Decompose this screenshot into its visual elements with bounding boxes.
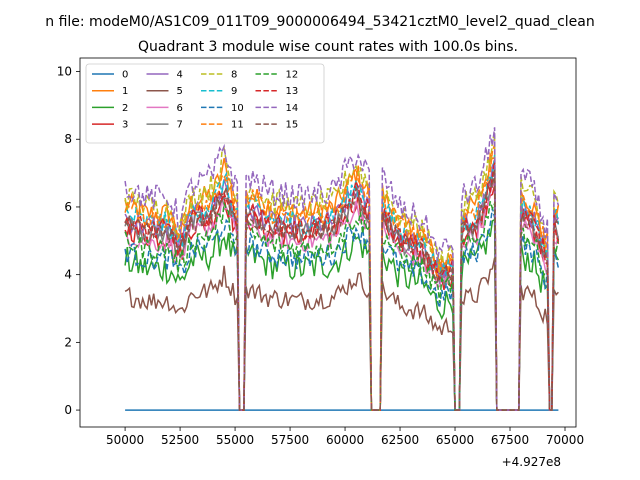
x-tick-label: 50000: [106, 433, 144, 447]
series-line-14: [124, 127, 560, 411]
legend-label-5: 5: [177, 86, 183, 97]
legend-label-7: 7: [177, 120, 183, 131]
legend-label-2: 2: [122, 103, 128, 114]
axes: 50000 52500 55000 57500 60000 62500 65000 67500…: [57, 57, 584, 447]
chart-title: Quadrant 3 module wise count rates with …: [138, 39, 518, 55]
series-line-15: [124, 169, 560, 411]
y-tick-label: 10: [57, 65, 72, 79]
legend-label-6: 6: [177, 103, 183, 114]
legend-label-3: 3: [122, 120, 128, 131]
legend-box: [85, 63, 325, 144]
y-tick-label: 4: [64, 268, 72, 282]
y-tick-label: 6: [64, 200, 72, 214]
series-line-5: [124, 257, 559, 411]
series-lines: [124, 127, 560, 411]
x-tick-label: 52500: [161, 433, 199, 447]
x-tick-label: 67500: [491, 433, 529, 447]
legend-label-8: 8: [231, 70, 237, 81]
x-offset-label: +4.927e8: [502, 455, 561, 469]
y-tick-label: 0: [64, 403, 72, 417]
series-line-11: [124, 144, 560, 411]
x-tick-label: 65000: [436, 433, 474, 447]
x-tick-label: 70000: [546, 433, 584, 447]
legend-label-0: 0: [122, 70, 128, 81]
x-tick-label: 62500: [381, 433, 419, 447]
legend-label-1: 1: [122, 86, 128, 97]
legend-label-4: 4: [177, 70, 183, 81]
y-tick-label: 2: [64, 335, 72, 349]
plot-frame: [79, 57, 577, 428]
legend-label-9: 9: [231, 86, 237, 97]
y-tick-label: 8: [64, 132, 72, 146]
figure-suptitle: n file: modeM0/AS1C09_011T09_9000006494_…: [45, 14, 594, 30]
legend-label-10: 10: [231, 103, 244, 114]
x-tick-label: 57500: [271, 433, 309, 447]
series-line-12: [124, 200, 560, 411]
x-tick-label: 55000: [216, 433, 254, 447]
series-line-13: [124, 159, 560, 411]
x-tick-label: 60000: [326, 433, 364, 447]
legend-label-12: 12: [286, 70, 299, 81]
legend-label-11: 11: [231, 120, 244, 131]
legend-label-15: 15: [286, 120, 299, 131]
legend-label-14: 14: [286, 103, 299, 114]
legend-label-13: 13: [286, 86, 299, 97]
